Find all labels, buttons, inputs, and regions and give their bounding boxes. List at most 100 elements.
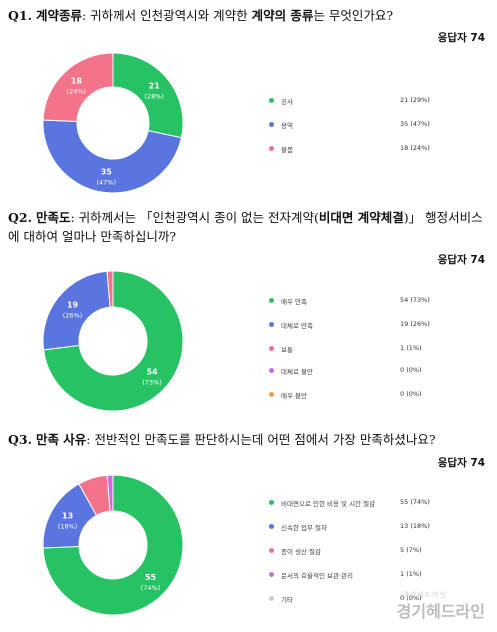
legend-dot-icon [269,298,274,303]
legend-label: 대체로 만족 [281,322,313,330]
legend-dot-icon [269,346,274,351]
question-1: Q1. 계약종류: 귀하께서 인천광역시와 계약한 계약의 종류는 무엇인가요? [8,6,487,25]
respondents-count: 응답자 74 [437,457,485,469]
watermark-subtext: 경기헤드라인 [402,591,447,599]
legend-dot-icon [269,122,274,127]
legend-item: 대체로 만족 19 (26%) [265,320,465,330]
legend-dot-icon [269,596,274,601]
legend-label: 물품 [281,146,293,154]
question-text-end: )」 행정서비스에 대하여 얼마나 만족하십니까? [8,210,483,244]
legend-item: 용역 35 (47%) [265,120,465,130]
legend-q2: 매우 만족 54 (73%) 대체로 만족 19 (26%) 보통 1 (1%) 대체로 불… [265,292,465,402]
legend-value: 19 (26%) [400,320,430,328]
slice-percent-label: (28%) [144,93,164,101]
legend-dot-icon [269,524,274,529]
legend-dot-icon [269,322,274,327]
legend-value: 0 (0%) [400,390,422,398]
slice-value-label: 35 [101,168,113,177]
question-text: : 귀하께서는 「인천광역시 종이 없는 전자계약( [70,210,319,225]
question-number: Q1. [8,8,32,23]
question-emphasis: 비대면 계약체결 [318,210,404,225]
legend-item: 물품 18 (24%) [265,144,465,154]
legend-item: 공사 21 (29%) [265,96,465,106]
legend-label: 보통 [281,346,293,354]
slice-value-label: 13 [62,512,73,521]
slice-percent-label: (73%) [142,378,162,386]
question-number: Q2. [8,210,32,225]
legend-value: 18 (24%) [400,144,430,152]
legend-item: 매우 만족 54 (73%) [265,296,465,306]
legend-label: 공사 [281,98,293,106]
legend-value: 55 (74%) [400,498,430,506]
slice-value-label: 55 [145,573,157,582]
legend-item: 신속한 업무 절차 13 (18%) [265,522,465,532]
legend-dot-icon [269,572,274,577]
legend-item: 대체로 불만 0 (0%) [265,366,465,376]
legend-label: 매우 만족 [281,298,307,306]
question-topic: 만족 사유 [35,432,87,447]
question-text: : 전반적인 만족도를 판단하시는데 어떤 점에서 가장 만족하셨나요? [86,432,436,447]
legend-value: 35 (47%) [400,120,430,128]
legend-item: 문서의 효율적인 보관·관리 1 (1%) [265,570,465,580]
question-2: Q2. 만족도: 귀하께서는 「인천광역시 종이 없는 전자계약(비대면 계약체… [8,208,487,246]
slice-2 [42,119,183,194]
slice-value-label: 18 [71,77,83,86]
slice-3 [42,52,114,122]
question-number: Q3. [8,432,32,447]
legend-dot-icon [269,500,274,505]
legend-label: 비대면으로 인한 비용 및 시간 절감 [281,500,376,508]
watermark-logo: 경기헤드라인 [397,598,485,622]
question-3: Q3. 만족 사유: 전반적인 만족도를 판단하시는데 어떤 점에서 가장 만족… [8,430,487,449]
legend-q3: 비대면으로 인한 비용 및 시간 절감 55 (74%) 신속한 업무 절차 13 (… [265,494,465,604]
legend-label: 대체로 불만 [281,368,313,376]
question-topic: 만족도 [35,210,71,225]
legend-dot-icon [269,98,274,103]
legend-value: 0 (0%) [400,366,422,374]
slice-1 [112,52,184,139]
legend-value: 0 (0%) [400,594,422,602]
slice-value-label: 54 [146,367,158,376]
donut-chart-q2: 54 (73%) 19 (26%) [42,270,184,412]
legend-dot-icon [269,548,274,553]
slice-percent-label: (47%) [97,179,117,187]
respondents-count: 응답자 74 [437,32,485,44]
legend-label: 신속한 업무 절차 [281,524,327,532]
respondents-count: 응답자 74 [437,254,485,266]
question-emphasis: 계약의 종류 [251,8,314,23]
legend-label: 종이 생산 절감 [281,548,322,556]
legend-label: 기타 [281,596,293,604]
legend-value: 5 (7%) [400,546,422,554]
legend-label: 문서의 효율적인 보관·관리 [281,572,353,580]
question-text: : 귀하께서 인천광역시와 계약한 [81,8,252,23]
donut-chart-q3: 55 (74%) 13 (18%) [42,474,184,616]
slice-percent-label: (74%) [141,584,161,592]
slice-percent-label: (26%) [63,311,83,319]
donut-chart-q1: 21 (28%) 35 (47%) 18 (24%) [42,52,184,194]
legend-label: 용역 [281,122,293,130]
legend-dot-icon [269,392,274,397]
legend-item: 매우 불만 0 (0%) [265,390,465,400]
legend-value: 1 (1%) [400,570,422,578]
legend-item: 기타 0 (0%) [265,594,465,604]
slice-percent-label: (24%) [67,88,87,96]
slice-4 [106,474,114,512]
question-topic: 계약종류 [35,8,82,23]
legend-value: 21 (29%) [400,96,430,104]
legend-item: 종이 생산 절감 5 (7%) [265,546,465,556]
legend-dot-icon [269,146,274,151]
slice-1 [42,474,184,616]
legend-item: 비대면으로 인한 비용 및 시간 절감 55 (74%) [265,498,465,508]
legend-q1: 공사 21 (29%) 용역 35 (47%) 물품 18 (24%) [265,88,465,158]
question-text-end: 는 무엇인가요? [313,8,394,23]
legend-label: 매우 불만 [281,392,307,400]
slice-2 [42,270,111,351]
legend-value: 54 (73%) [400,296,430,304]
slice-percent-label: (18%) [58,523,78,531]
slice-value-label: 21 [149,82,161,91]
watermark-brand: 경기헤드라인 [396,602,485,621]
slice-value-label: 19 [67,300,79,309]
legend-item: 보통 1 (1%) [265,344,465,354]
slice-1 [43,270,184,412]
legend-dot-icon [269,368,274,373]
legend-value: 1 (1%) [400,344,422,352]
